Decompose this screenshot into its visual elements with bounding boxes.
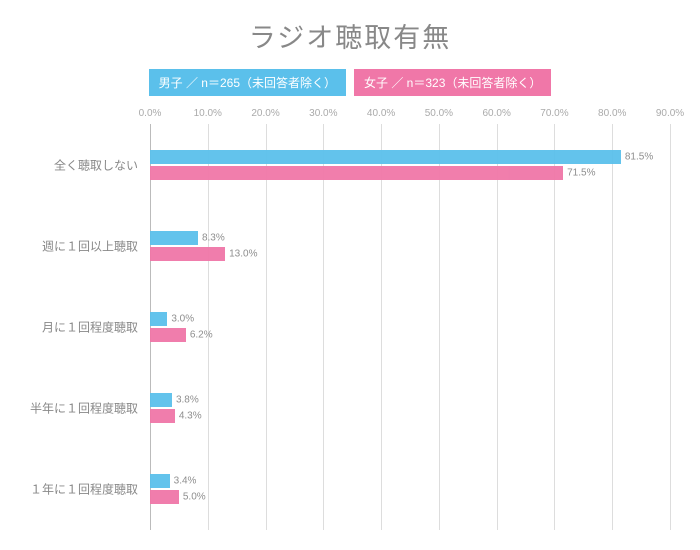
category-row: 全く聴取しない81.5%71.5% [150,124,670,205]
category-label: 月に１回程度聴取 [42,319,150,336]
bar-value-label: 13.0% [225,248,257,259]
bar: 4.3% [150,409,175,423]
bar: 5.0% [150,490,179,504]
category-row: 月に１回程度聴取3.0%6.2% [150,286,670,367]
bar-wrap: 3.0% [150,312,670,326]
bar: 8.3% [150,231,198,245]
category-label: 半年に１回程度聴取 [30,400,150,417]
x-tick-label: 0.0% [139,108,162,119]
bar-wrap: 5.0% [150,490,670,504]
bar: 3.8% [150,393,172,407]
category-label: 週に１回以上聴取 [42,237,150,254]
category-row: １年に１回程度聴取3.4%5.0% [150,449,670,530]
bar: 13.0% [150,247,225,261]
bar-wrap: 71.5% [150,166,670,180]
bar-wrap: 4.3% [150,409,670,423]
bar-wrap: 8.3% [150,231,670,245]
bar-value-label: 5.0% [179,492,206,503]
x-tick-label: 10.0% [194,108,222,119]
x-tick-label: 90.0% [656,108,684,119]
x-tick-label: 30.0% [309,108,337,119]
bar-value-label: 71.5% [563,167,595,178]
category-label: １年に１回程度聴取 [30,481,150,498]
bar-value-label: 4.3% [175,411,202,422]
bar: 81.5% [150,150,621,164]
bar-wrap: 81.5% [150,150,670,164]
chart-area: 0.0%10.0%20.0%30.0%40.0%50.0%60.0%70.0%8… [150,108,670,530]
bar-wrap: 3.8% [150,393,670,407]
bar: 71.5% [150,166,563,180]
bar-value-label: 3.0% [167,314,194,325]
category-row: 半年に１回程度聴取3.8%4.3% [150,368,670,449]
gridline [670,124,671,530]
category-row: 週に１回以上聴取8.3%13.0% [150,205,670,286]
bar-wrap: 6.2% [150,328,670,342]
legend: 男子 ／ n＝265（未回答者除く） 女子 ／ n＝323（未回答者除く） [0,69,700,96]
bar-value-label: 3.8% [172,395,199,406]
bar-wrap: 3.4% [150,474,670,488]
bar: 3.0% [150,312,167,326]
x-tick-label: 50.0% [425,108,453,119]
x-tick-label: 80.0% [598,108,626,119]
category-label: 全く聴取しない [54,156,150,173]
chart-rows: 全く聴取しない81.5%71.5%週に１回以上聴取8.3%13.0%月に１回程度… [150,124,670,530]
x-tick-label: 60.0% [482,108,510,119]
bar-wrap: 13.0% [150,247,670,261]
x-axis: 0.0%10.0%20.0%30.0%40.0%50.0%60.0%70.0%8… [150,108,670,124]
bar-value-label: 8.3% [198,232,225,243]
bar-value-label: 81.5% [621,151,653,162]
bar: 3.4% [150,474,170,488]
legend-item: 女子 ／ n＝323（未回答者除く） [354,69,551,96]
x-tick-label: 70.0% [540,108,568,119]
x-tick-label: 40.0% [367,108,395,119]
legend-item: 男子 ／ n＝265（未回答者除く） [149,69,346,96]
bar-value-label: 3.4% [170,476,197,487]
x-tick-label: 20.0% [251,108,279,119]
bar-value-label: 6.2% [186,330,213,341]
bar: 6.2% [150,328,186,342]
chart-title: ラジオ聴取有無 [0,0,700,55]
